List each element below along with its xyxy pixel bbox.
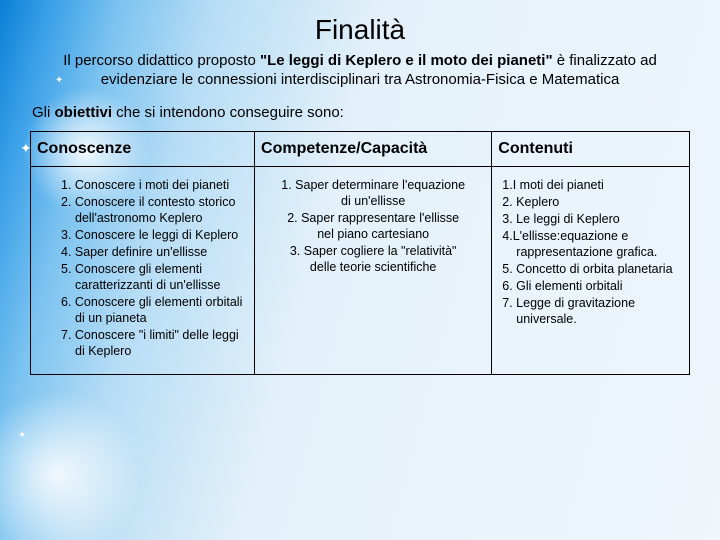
list-item: 3. Le leggi di Keplero — [498, 211, 683, 227]
header-competenze: Competenze/Capacità — [255, 131, 492, 166]
objectives-suffix: che si intendono conseguire sono: — [112, 104, 344, 121]
cell-conoscenze: 1. Conoscere i moti dei pianeti 2. Conos… — [31, 166, 255, 374]
header-contenuti: Contenuti — [492, 131, 690, 166]
objectives-line: Gli obiettivi che si intendono conseguir… — [32, 104, 690, 121]
intro-bold: "Le leggi di Keplero e il moto dei piane… — [260, 52, 553, 69]
list-item: 1. Conoscere i moti dei pianeti — [37, 177, 248, 193]
list-item: 2. Conoscere il contesto storico dell'as… — [37, 194, 248, 226]
list-item: 2. Keplero — [498, 194, 683, 210]
cell-contenuti: 1.I moti dei pianeti 2. Keplero 3. Le le… — [492, 166, 690, 374]
main-table: Conoscenze Competenze/Capacità Contenuti… — [30, 131, 690, 375]
list-item: 1. Saper determinare l'equazione di un'e… — [261, 177, 485, 209]
objectives-bold: obiettivi — [55, 104, 113, 121]
page-title: Finalità — [30, 14, 690, 46]
objectives-prefix: Gli — [32, 104, 55, 121]
list-item: 5. Conoscere gli elementi caratterizzant… — [37, 261, 248, 293]
table-row: 1. Conoscere i moti dei pianeti 2. Conos… — [31, 166, 690, 374]
list-item: 4.L'ellisse:equazione e rappresentazione… — [498, 228, 683, 260]
list-item: 2. Saper rappresentare l'ellisse nel pia… — [261, 210, 485, 242]
list-item: 1.I moti dei pianeti — [498, 177, 683, 193]
list-item: 3. Conoscere le leggi di Keplero — [37, 227, 248, 243]
table-header-row: Conoscenze Competenze/Capacità Contenuti — [31, 131, 690, 166]
cell-competenze: 1. Saper determinare l'equazione di un'e… — [255, 166, 492, 374]
list-item: 6. Gli elementi orbitali — [498, 278, 683, 294]
list-item: 6. Conoscere gli elementi orbitali di un… — [37, 294, 248, 326]
list-item: 3. Saper cogliere la "relatività" delle … — [261, 243, 485, 275]
list-item: 4. Saper definire un'ellisse — [37, 244, 248, 260]
list-item: 7. Legge di gravitazione universale. — [498, 295, 683, 327]
list-item: 5. Concetto di orbita planetaria — [498, 261, 683, 277]
intro-paragraph: Il percorso didattico proposto "Le leggi… — [38, 52, 682, 90]
header-conoscenze: Conoscenze — [31, 131, 255, 166]
list-item: 7. Conoscere "i limiti" delle leggi di K… — [37, 327, 248, 359]
